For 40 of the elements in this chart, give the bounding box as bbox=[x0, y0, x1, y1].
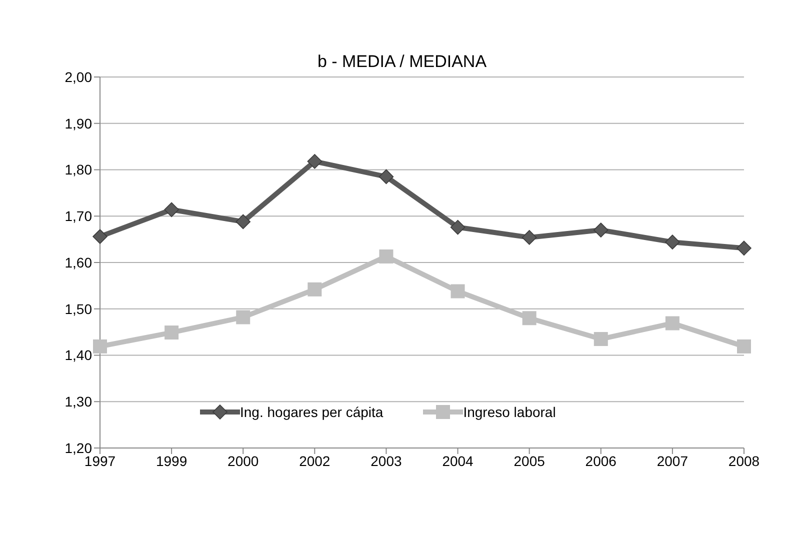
point bbox=[307, 154, 322, 169]
point bbox=[522, 311, 536, 326]
legend-label: Ing. hogares per cápita bbox=[240, 404, 384, 420]
legend-label: Ingreso laboral bbox=[463, 404, 556, 420]
point bbox=[522, 230, 537, 245]
chart-title: b - MEDIA / MEDIANA bbox=[317, 52, 487, 71]
y-tick-label: 1,70 bbox=[64, 208, 92, 224]
y-tick-label: 1,40 bbox=[64, 347, 92, 364]
point bbox=[379, 249, 394, 264]
x-tick-label: 2007 bbox=[656, 452, 688, 469]
point bbox=[737, 339, 751, 354]
point bbox=[236, 214, 251, 230]
y-tick-label: 1,50 bbox=[64, 300, 92, 317]
point bbox=[593, 222, 608, 238]
point bbox=[736, 240, 752, 256]
point bbox=[665, 316, 680, 330]
y-tick-label: 1,80 bbox=[64, 162, 92, 178]
y-tick-label: 1,60 bbox=[64, 254, 92, 270]
point bbox=[450, 220, 466, 235]
y-tick-label: 2,00 bbox=[64, 68, 92, 85]
point bbox=[92, 229, 108, 244]
x-tick-label: 2003 bbox=[370, 452, 402, 469]
point bbox=[450, 284, 465, 298]
point bbox=[378, 169, 394, 184]
x-tick-label: 1999 bbox=[156, 452, 188, 469]
x-tick-label: 2005 bbox=[514, 452, 546, 469]
point bbox=[594, 332, 608, 346]
y-tick-label: 1,30 bbox=[64, 394, 92, 410]
point bbox=[308, 282, 322, 296]
point bbox=[236, 310, 250, 324]
x-tick-label: 2002 bbox=[299, 452, 330, 469]
x-tick-label: 2006 bbox=[585, 452, 617, 469]
point bbox=[93, 339, 107, 354]
point bbox=[665, 234, 680, 250]
x-tick-label: 2000 bbox=[228, 452, 259, 469]
point bbox=[164, 326, 179, 340]
point bbox=[164, 202, 179, 218]
x-tick-label: 2008 bbox=[728, 452, 760, 469]
y-tick-label: 1,90 bbox=[64, 115, 92, 132]
x-tick-label: 2004 bbox=[442, 452, 474, 469]
